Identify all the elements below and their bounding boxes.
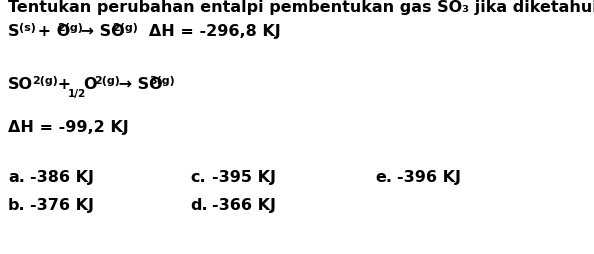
Text: 2(g): 2(g) <box>112 23 138 33</box>
Text: O: O <box>83 77 96 92</box>
Text: 1/2: 1/2 <box>68 89 86 99</box>
Text: 2(g): 2(g) <box>32 76 58 86</box>
Text: → SO: → SO <box>75 24 125 39</box>
Text: ΔH = -99,2 KJ: ΔH = -99,2 KJ <box>8 120 129 135</box>
Text: -395 KJ: -395 KJ <box>212 170 276 185</box>
Text: +: + <box>52 77 77 92</box>
Text: b.: b. <box>8 198 26 213</box>
Text: -376 KJ: -376 KJ <box>30 198 94 213</box>
Text: 3(g): 3(g) <box>149 76 175 86</box>
Text: -386 KJ: -386 KJ <box>30 170 94 185</box>
Text: (s): (s) <box>19 23 36 33</box>
Text: a.: a. <box>8 170 25 185</box>
Text: 2(g): 2(g) <box>57 23 83 33</box>
Text: e.: e. <box>375 170 392 185</box>
Text: -396 KJ: -396 KJ <box>397 170 461 185</box>
Text: SO: SO <box>8 77 33 92</box>
Text: 2(g): 2(g) <box>94 76 120 86</box>
Text: + O: + O <box>32 24 70 39</box>
Text: d.: d. <box>190 198 208 213</box>
Text: ΔH = -296,8 KJ: ΔH = -296,8 KJ <box>132 24 281 39</box>
Text: → SO: → SO <box>113 77 163 92</box>
Text: -366 KJ: -366 KJ <box>212 198 276 213</box>
Text: c.: c. <box>190 170 206 185</box>
Text: Tentukan perubahan entalpi pembentukan gas SO₃ jika diketahui :: Tentukan perubahan entalpi pembentukan g… <box>8 0 594 15</box>
Text: S: S <box>8 24 20 39</box>
